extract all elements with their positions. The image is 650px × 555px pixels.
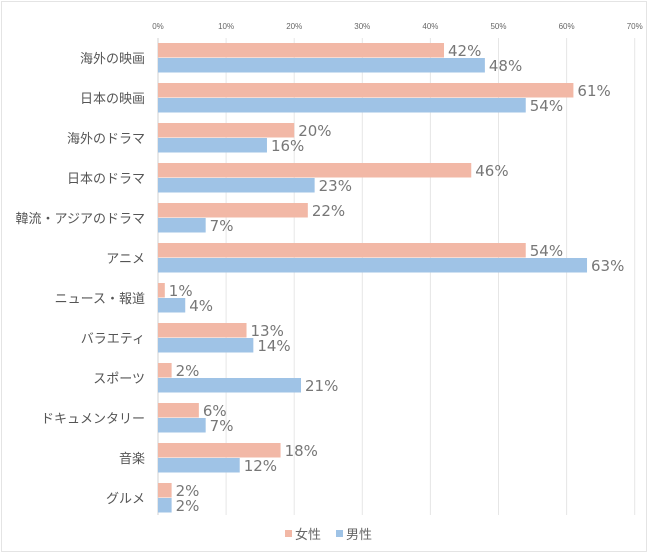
- data-label-female: 42%: [448, 42, 481, 60]
- category-label: スポーツ: [93, 372, 145, 387]
- bar-male: [158, 418, 206, 433]
- legend-label: 男性: [346, 528, 372, 543]
- bar-female: [158, 43, 445, 58]
- bar-female: [158, 83, 574, 98]
- bar-male: [158, 258, 588, 273]
- data-label-female: 2%: [176, 482, 200, 500]
- category-labels: 海外の映画日本の映画海外のドラマ日本のドラマ韓流・アジアのドラマアニメニュース・…: [16, 52, 145, 507]
- data-labels: 42% 48% 61% 54% 20%16% 46% 23% 22% 7% 54% 63% 1%4% 1…: [169, 42, 625, 515]
- x-tick-label: 10%: [218, 22, 234, 31]
- bar-male: [158, 458, 240, 473]
- category-label: 韓流・アジアのドラマ: [16, 212, 145, 227]
- x-tick-label: 70%: [627, 22, 643, 31]
- bar-female: [158, 283, 165, 298]
- x-tick-label: 30%: [354, 22, 370, 31]
- data-label-female: 22%: [312, 202, 345, 220]
- data-label-male: 23%: [319, 177, 352, 195]
- data-label-female: 13%: [251, 322, 284, 340]
- x-tick-label: 50%: [490, 22, 506, 31]
- x-tick-label: 20%: [286, 22, 302, 31]
- x-axis-ticks: 0% 10% 20% 30% 40% 50% 60% 70%: [152, 22, 642, 31]
- data-label-male: 16%: [271, 137, 304, 155]
- data-label-female: 46%: [475, 162, 508, 180]
- data-label-female: 54%: [530, 242, 563, 260]
- data-label-male: 14%: [257, 337, 290, 355]
- x-tick-label: 40%: [422, 22, 438, 31]
- data-label-female: 18%: [285, 442, 318, 460]
- data-label-male: 63%: [591, 257, 624, 275]
- bar-female: [158, 123, 295, 138]
- category-label: ニュース・報道: [55, 292, 145, 307]
- bar-female: [158, 483, 172, 498]
- data-label-male: 7%: [210, 217, 234, 235]
- category-label: ドキュメンタリー: [41, 412, 145, 427]
- category-label: バラエティ: [81, 332, 145, 347]
- data-label-male: 48%: [489, 57, 522, 75]
- category-label: 海外のドラマ: [67, 132, 145, 147]
- legend: 女性 男性: [285, 527, 372, 543]
- bar-male: [158, 378, 302, 393]
- data-label-female: 20%: [298, 122, 331, 140]
- gridlines: [157, 38, 636, 515]
- bar-male: [158, 98, 526, 113]
- bar-female: [158, 403, 199, 418]
- legend-swatch: [285, 530, 292, 537]
- bar-male: [158, 298, 186, 313]
- bar-male: [158, 218, 206, 233]
- bars: [158, 43, 588, 513]
- bar-male: [158, 58, 485, 73]
- category-label: 海外の映画: [80, 52, 145, 67]
- category-label: グルメ: [106, 492, 145, 507]
- bar-female: [158, 163, 472, 178]
- bar-female: [158, 243, 526, 258]
- category-label: 日本の映画: [80, 92, 145, 107]
- data-label-male: 2%: [176, 497, 200, 515]
- category-label: 日本のドラマ: [67, 172, 145, 187]
- bar-female: [158, 443, 281, 458]
- category-label: アニメ: [106, 252, 145, 267]
- bar-female: [158, 363, 172, 378]
- data-label-male: 7%: [210, 417, 234, 435]
- data-label-male: 21%: [305, 377, 338, 395]
- data-label-female: 2%: [176, 362, 200, 380]
- category-label: 音楽: [119, 451, 145, 467]
- bar-female: [158, 323, 247, 338]
- bar-male: [158, 178, 315, 193]
- x-tick-label: 60%: [559, 22, 575, 31]
- data-label-male: 4%: [189, 297, 213, 315]
- bar-male: [158, 338, 254, 353]
- bar-male: [158, 498, 172, 513]
- data-label-female: 6%: [203, 402, 227, 420]
- x-tick-label: 0%: [152, 22, 164, 31]
- data-label-male: 12%: [244, 457, 277, 475]
- legend-label: 女性: [295, 527, 321, 543]
- data-label-male: 54%: [530, 97, 563, 115]
- legend-swatch: [336, 530, 343, 537]
- bar-female: [158, 203, 308, 218]
- data-label-female: 1%: [169, 282, 193, 300]
- bar-male: [158, 138, 267, 153]
- data-label-female: 61%: [577, 82, 610, 100]
